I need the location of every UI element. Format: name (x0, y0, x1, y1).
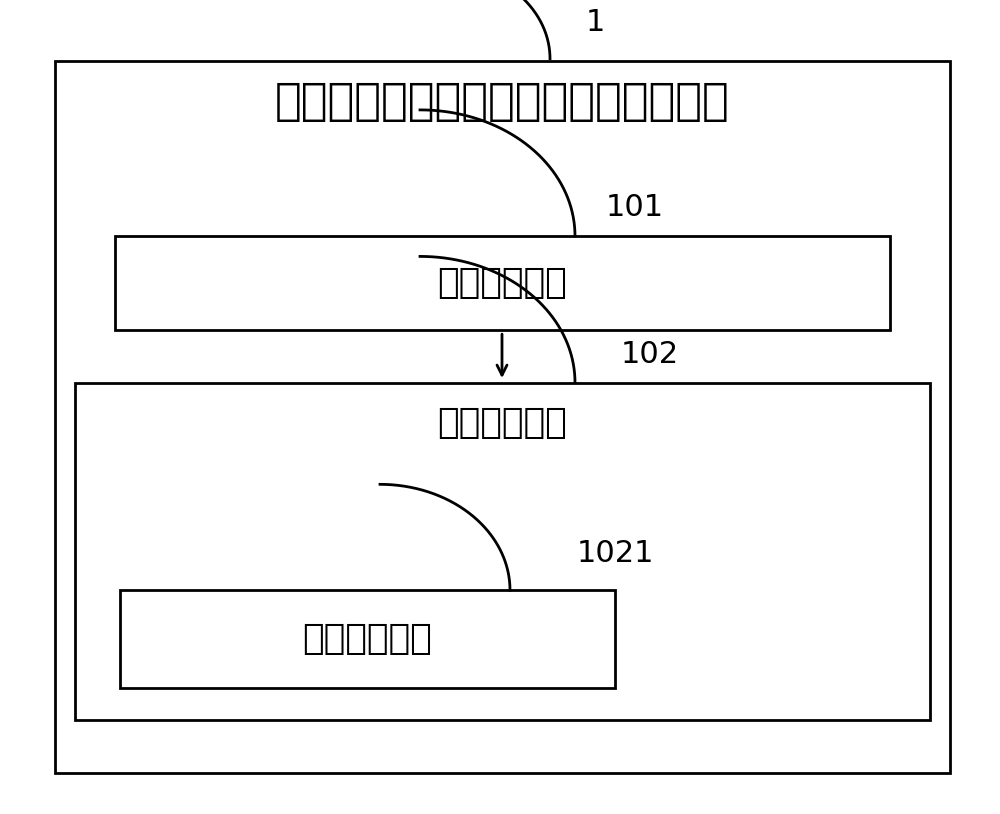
Text: 卡尔曼滤波器: 卡尔曼滤波器 (302, 622, 432, 656)
Bar (115, 236, 890, 330)
Text: 基于超声造影成像技术的信号处理系统: 基于超声造影成像技术的信号处理系统 (275, 81, 729, 123)
Text: 1: 1 (585, 8, 605, 37)
Bar (75, 383, 930, 720)
Bar (55, 61, 950, 773)
Text: 1021: 1021 (576, 539, 654, 568)
Text: 信号处理模块: 信号处理模块 (437, 406, 567, 440)
Text: 信号采集模块: 信号采集模块 (437, 266, 567, 300)
Text: 101: 101 (606, 193, 664, 222)
Text: 102: 102 (621, 339, 679, 369)
Bar (120, 590, 615, 688)
